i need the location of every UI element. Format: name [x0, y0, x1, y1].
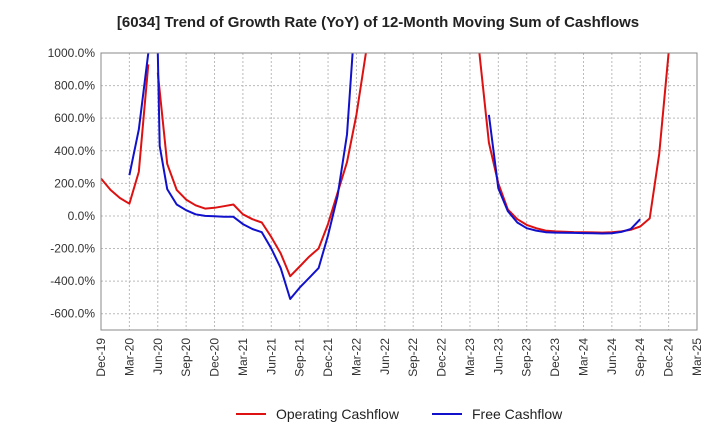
x-tick-label: Dec-19 [94, 338, 108, 377]
x-tick-label: Dec-21 [321, 338, 335, 377]
series-lines [101, 53, 670, 300]
x-tick-label: Mar-22 [349, 338, 363, 376]
x-tick-label: Dec-20 [208, 338, 222, 377]
y-tick-label: 1000.0% [48, 46, 96, 60]
y-tick-label: -200.0% [50, 242, 95, 256]
series-line-free-cashflow [128, 53, 641, 300]
plot-frame [100, 52, 698, 331]
x-tick-label: Jun-20 [151, 338, 165, 375]
y-tick-label: 400.0% [54, 144, 95, 158]
grid [100, 52, 698, 330]
x-tick-label: Jun-23 [491, 338, 505, 375]
y-tick-label: 600.0% [54, 111, 95, 125]
y-tick-label: -400.0% [50, 274, 95, 288]
x-tick-label: Sep-24 [633, 338, 647, 377]
y-tick-label: 800.0% [54, 79, 95, 93]
legend: Operating Cashflow Free Cashflow [236, 406, 563, 422]
x-tick-label: Jun-22 [378, 338, 392, 375]
x-tick-label: Mar-24 [576, 338, 590, 376]
x-tick-label: Sep-21 [293, 338, 307, 377]
x-axis: Dec-19 Mar-20 Jun-20 Sep-20 Dec-20 Mar-21 Jun-… [94, 338, 704, 377]
y-tick-label: 200.0% [54, 176, 95, 190]
legend-label-operating-cashflow: Operating Cashflow [276, 406, 400, 422]
legend-label-free-cashflow: Free Cashflow [472, 406, 563, 422]
x-tick-label: Sep-20 [179, 338, 193, 377]
y-axis: -600.0% -400.0% -200.0% 0.0% 200.0% 400.0% 600… [48, 46, 96, 321]
x-tick-label: Mar-21 [236, 338, 250, 376]
x-tick-label: Sep-22 [406, 338, 420, 377]
x-tick-label: Dec-23 [548, 338, 562, 377]
y-tick-label: 0.0% [68, 209, 96, 223]
x-tick-label: Dec-22 [435, 338, 449, 377]
x-tick-label: Mar-20 [122, 338, 136, 376]
x-tick-label: Sep-23 [520, 338, 534, 377]
x-tick-label: Jun-24 [605, 338, 619, 375]
chart-title: [6034] Trend of Growth Rate (YoY) of 12-… [117, 14, 639, 31]
x-tick-label: Jun-21 [264, 338, 278, 375]
y-tick-label: -600.0% [50, 307, 95, 321]
x-tick-label: Mar-23 [463, 338, 477, 376]
x-tick-label: Mar-25 [690, 338, 704, 376]
x-tick-label: Dec-24 [662, 338, 676, 377]
